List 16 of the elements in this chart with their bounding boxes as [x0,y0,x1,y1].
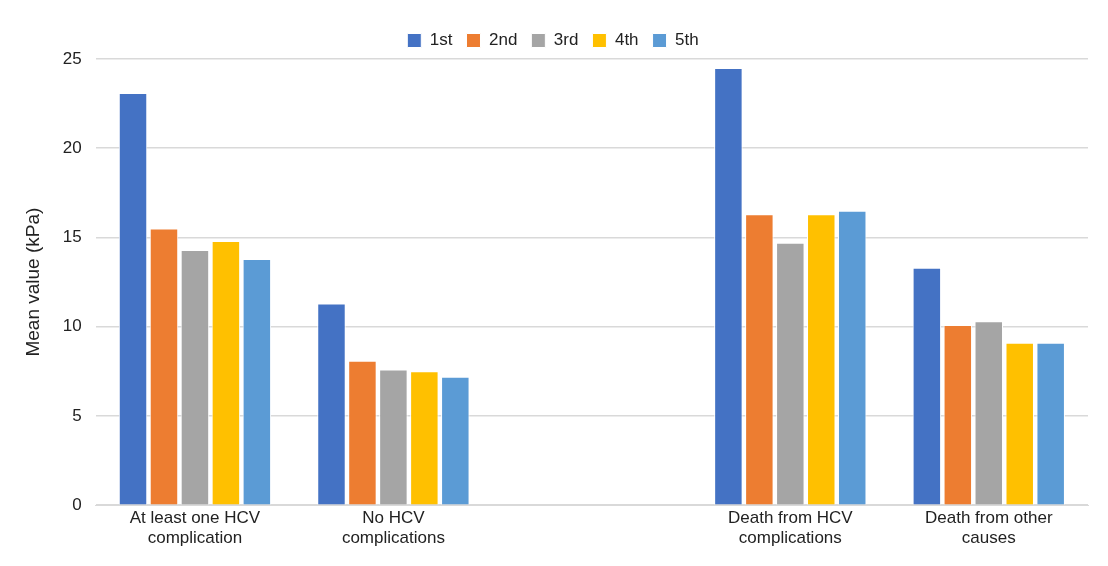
legend-label: 5th [675,30,699,50]
x-tick-label: No HCV complications [341,508,445,548]
x-tick-label: At least one HCV complication [129,508,261,548]
y-tick-label: 0 [72,494,82,514]
y-tick-label: 5 [72,405,82,425]
y-tick-label: 15 [62,227,82,247]
legend-label: 3rd [553,30,579,50]
y-tick-label: 20 [62,137,82,157]
legend-label: 2nd [488,30,518,50]
legend-label: 4th [614,30,639,50]
y-tick-label: 10 [62,316,82,336]
y-tick-label: 25 [62,48,82,68]
legend-label: 1st [429,30,453,50]
x-tick-label: Death from HCV complications [727,508,854,548]
y-axis-title: Mean value (kPa) [21,207,43,357]
x-tick-label: Death from other causes [924,508,1053,548]
